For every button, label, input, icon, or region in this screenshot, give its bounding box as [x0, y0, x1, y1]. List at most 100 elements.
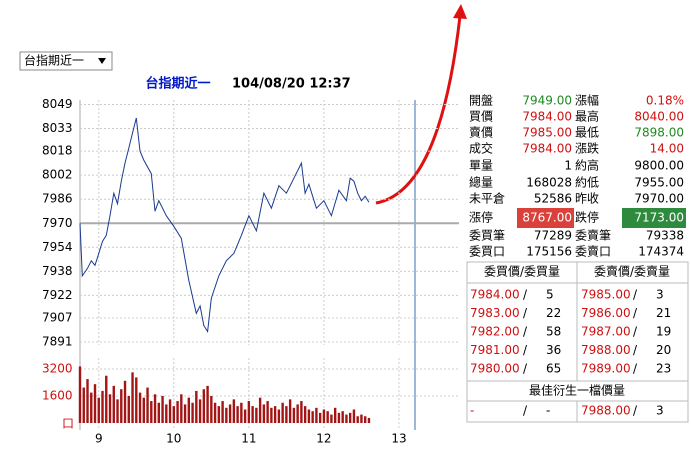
- bid-price: 7983.00: [470, 306, 520, 320]
- volume-bar: [356, 416, 359, 423]
- volume-bar: [161, 395, 164, 423]
- quote-value: 7984.00: [522, 110, 572, 124]
- price-line: [79, 117, 370, 333]
- separator: /: [633, 306, 638, 320]
- bid-volume: 36: [546, 343, 561, 357]
- volume-bar: [258, 397, 262, 423]
- bid-price: 7981.00: [470, 343, 520, 357]
- separator: /: [523, 362, 528, 376]
- annotation-arrow: [375, 15, 462, 205]
- quote-value: 0.18%: [646, 94, 684, 108]
- quote-label: 約高: [575, 158, 599, 173]
- dropdown[interactable]: [19, 51, 113, 71]
- volume-bar: [277, 409, 281, 423]
- quote-value: 1: [564, 159, 572, 173]
- volume-bar: [236, 406, 239, 423]
- volume-bar: [300, 401, 303, 423]
- volume-bar: [120, 389, 123, 423]
- quote-label: 單量: [469, 159, 493, 173]
- bid-price: -: [470, 404, 474, 418]
- dropdown-arrow[interactable]: [98, 58, 106, 64]
- quote-value: 8767.00: [522, 211, 572, 225]
- volume-bar: [285, 406, 288, 423]
- separator: /: [523, 325, 528, 339]
- volume-bar: [210, 395, 213, 423]
- x-tick-label: 11: [241, 432, 256, 446]
- volume-bar: [138, 392, 142, 423]
- quote-label: 成交: [469, 141, 493, 156]
- quote-label: 委買筆: [469, 229, 505, 243]
- quote-label: 開盤: [469, 94, 493, 108]
- ask-volume: 21: [656, 306, 671, 320]
- volume-bar: [247, 401, 251, 423]
- separator: /: [523, 288, 528, 302]
- quote-value: 168028: [526, 176, 572, 190]
- volume-bar: [78, 366, 82, 423]
- volume-bar: [318, 412, 322, 423]
- volume-bar: [221, 401, 224, 423]
- separator: /: [633, 325, 638, 339]
- separator: /: [523, 343, 528, 357]
- volume-bar: [326, 411, 329, 423]
- x-tick-label: 10: [166, 432, 181, 446]
- quote-label: 漲幅: [575, 93, 599, 108]
- volume-bar: [288, 399, 292, 423]
- quote-label: 昨收: [575, 192, 599, 206]
- volume-bar: [195, 390, 198, 423]
- volume-bar: [168, 399, 172, 423]
- ask-price: 7988.00: [581, 343, 631, 357]
- volume-bar: [153, 394, 157, 423]
- volume-bar: [180, 394, 183, 423]
- volume-bar: [123, 380, 127, 423]
- quote-value: 7898.00: [634, 126, 684, 140]
- quote-label: 買價: [469, 110, 493, 124]
- ask-volume: 3: [656, 404, 664, 418]
- volume-bar: [90, 392, 93, 423]
- limit-down-box: [622, 208, 686, 228]
- quote-value: 175156: [526, 245, 572, 259]
- volume-bar: [146, 387, 149, 423]
- volume-bar: [367, 417, 371, 423]
- volume-bar: [352, 409, 356, 423]
- annotation-arrowhead: [453, 4, 467, 19]
- separator: /: [523, 404, 528, 418]
- y-tick-label: 8033: [42, 121, 73, 135]
- volume-bar: [213, 402, 217, 423]
- y-tick-label: 7922: [42, 288, 73, 302]
- volume-bar: [281, 402, 284, 423]
- volume-bar: [105, 375, 108, 423]
- y-tick-label: 1600: [42, 388, 73, 402]
- volume-bar: [270, 407, 273, 423]
- volume-bar: [273, 406, 277, 423]
- volume-bar: [206, 385, 209, 423]
- volume-bar: [142, 397, 145, 423]
- bid-volume: 58: [546, 325, 561, 339]
- quote-value: 7985.00: [522, 126, 572, 140]
- quote-value: 14.00: [650, 142, 684, 156]
- bid-price: 7984.00: [470, 288, 520, 302]
- ask-volume: 3: [656, 288, 664, 302]
- volume-bar: [337, 412, 341, 423]
- volume-bar: [165, 404, 168, 423]
- y-tick-label: 7907: [42, 310, 73, 324]
- y-tick-label: 7938: [42, 264, 73, 278]
- bid-price: 7982.00: [470, 325, 520, 339]
- quote-value: 77289: [534, 229, 572, 243]
- quote-label: 賣價: [469, 125, 493, 140]
- quote-value: 7984.00: [522, 142, 572, 156]
- y-tick-label: 7986: [42, 192, 73, 206]
- volume-bar: [176, 401, 179, 423]
- volume-bar: [97, 397, 100, 423]
- ask-volume: 23: [656, 362, 671, 376]
- quote-label: 最高: [575, 109, 599, 124]
- x-tick-label: 9: [95, 432, 103, 446]
- y-tick-label: 7970: [42, 216, 73, 230]
- volume-bar: [240, 402, 243, 423]
- volume-bar: [228, 404, 232, 423]
- dropdown-label[interactable]: 台指期近一: [24, 53, 84, 68]
- quote-value: 7955.00: [634, 176, 684, 190]
- volume-bar: [322, 409, 326, 423]
- volume-bar: [86, 379, 89, 423]
- volume-bar: [292, 407, 296, 423]
